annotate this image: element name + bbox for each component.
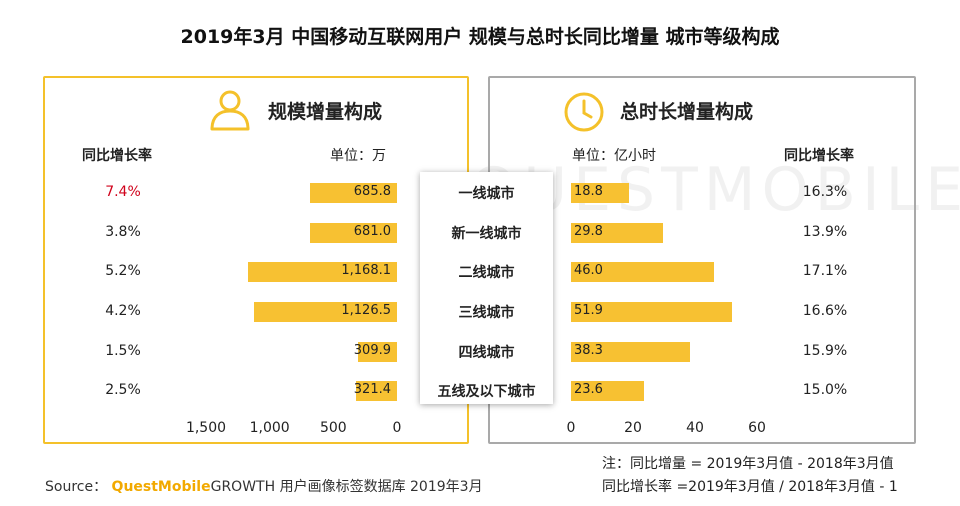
right-panel-title: 总时长增量构成 — [620, 101, 754, 123]
left-rate-value: 1.5% — [105, 343, 141, 359]
note-line-1: 注：同比增量 = 2019年3月值 - 2018年3月值 — [602, 456, 894, 472]
left-tick-label: 1,500 — [185, 420, 227, 436]
right-tick-label: 20 — [624, 420, 642, 436]
right-rate-value: 15.0% — [802, 382, 848, 398]
left-value-label: 1,126.5 — [341, 303, 391, 318]
left-tick-label: 1,000 — [249, 420, 290, 436]
left-unit-label: 单位：万 — [330, 148, 386, 164]
right-tick-label: 40 — [686, 420, 704, 436]
right-tick-label: 0 — [566, 420, 576, 436]
category-box — [420, 172, 553, 404]
right-rate-header: 同比增长率 — [784, 148, 854, 164]
left-bar — [253, 302, 397, 322]
category-label: 二线城市 — [458, 265, 515, 281]
category-label: 三线城市 — [458, 305, 515, 321]
right-value-label: 46.0 — [574, 263, 603, 278]
right-bar — [571, 183, 630, 203]
right-rate-value: 16.6% — [802, 303, 848, 319]
left-tick-label: 0 — [392, 420, 402, 436]
right-value-label: 38.3 — [574, 343, 603, 358]
right-rate-value: 13.9% — [802, 224, 848, 240]
right-bar — [571, 381, 645, 401]
left-rate-value: 5.2% — [105, 263, 141, 279]
clock-icon — [564, 92, 604, 132]
note-line-2: 同比增长率 =2019年3月值 / 2018年3月值 - 1 — [602, 479, 898, 495]
left-rate-value: 2.5% — [105, 382, 141, 398]
source-line: Source： QuestMobileGROWTH 用户画像标签数据库 2019… — [45, 476, 483, 496]
category-label: 一线城市 — [458, 186, 515, 202]
right-value-label: 23.6 — [574, 382, 603, 397]
source-prefix: Source： — [45, 479, 108, 495]
right-bar — [571, 342, 690, 362]
source-brand: QuestMobile — [111, 479, 211, 495]
right-value-label: 29.8 — [574, 224, 603, 239]
right-value-label: 51.9 — [574, 303, 603, 318]
left-tick-label: 500 — [319, 420, 347, 436]
source-rest: GROWTH 用户画像标签数据库 2019年3月 — [210, 479, 483, 495]
left-rate-value: 3.8% — [105, 224, 141, 240]
left-bar — [309, 183, 397, 203]
left-rate-value: 4.2% — [105, 303, 141, 319]
right-bar — [571, 262, 714, 282]
left-rate-value: 7.4% — [105, 184, 141, 200]
category-label: 四线城市 — [458, 345, 515, 361]
right-rate-value: 15.9% — [802, 343, 848, 359]
left-panel-title: 规模增量构成 — [268, 101, 383, 123]
right-bar — [571, 223, 664, 243]
left-value-label: 309.9 — [353, 343, 391, 358]
user-icon — [210, 90, 250, 131]
right-value-label: 18.8 — [574, 184, 603, 199]
right-rate-value: 17.1% — [802, 263, 848, 279]
left-bar — [248, 262, 397, 282]
category-label: 新一线城市 — [451, 226, 522, 242]
chart-title: 2019年3月 中国移动互联网用户 规模与总时长同比增量 城市等级构成 — [180, 26, 780, 48]
left-value-label: 685.8 — [353, 184, 391, 199]
left-bar — [310, 223, 397, 243]
left-bar — [356, 381, 397, 401]
left-rate-header: 同比增长率 — [82, 148, 152, 164]
left-bar — [357, 342, 397, 362]
left-value-label: 321.4 — [353, 382, 391, 397]
left-value-label: 1,168.1 — [341, 263, 391, 278]
category-label: 五线及以下城市 — [437, 384, 536, 400]
left-value-label: 681.0 — [353, 224, 391, 239]
right-bar — [571, 302, 732, 322]
right-tick-label: 60 — [748, 420, 766, 436]
right-unit-label: 单位：亿小时 — [572, 148, 656, 164]
right-rate-value: 16.3% — [802, 184, 848, 200]
